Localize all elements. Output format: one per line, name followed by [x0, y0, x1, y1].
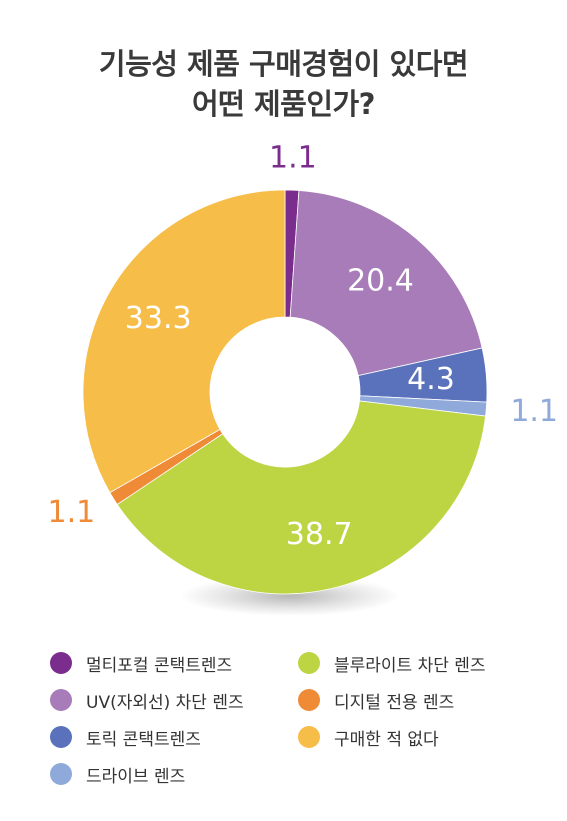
donut-value-labels: 1.1 20.4 4.3 1.1 38.7 1.1 33.3 [47, 141, 558, 552]
donut-slice [289, 190, 483, 377]
chart-title-line-2: 어떤 제품인가? [192, 87, 376, 121]
legend-swatch [50, 689, 72, 711]
legend-label: 드라이브 렌즈 [86, 766, 186, 787]
donut-value-label: 20.4 [347, 263, 414, 298]
donut-value-label: 33.3 [125, 301, 192, 336]
donut-slices [82, 189, 488, 595]
legend-item: 멀티포컬 콘택트렌즈 [50, 650, 232, 676]
legend-item: 구매한 적 없다 [298, 724, 439, 750]
legend-item: 토릭 콘택트렌즈 [50, 724, 201, 750]
legend-item: UV(자외선) 차단 렌즈 [50, 687, 244, 713]
donut-chart: 1.1 20.4 4.3 1.1 38.7 1.1 33.3 [47, 141, 558, 616]
donut-value-label: 1.1 [47, 495, 95, 530]
legend-label: UV(자외선) 차단 렌즈 [86, 692, 244, 713]
legend-swatch [50, 726, 72, 748]
legend-swatch [298, 726, 320, 748]
legend-item: 드라이브 렌즈 [50, 761, 185, 787]
donut-hole [210, 317, 360, 467]
donut-value-label: 1.1 [510, 394, 558, 429]
legend-label: 구매한 적 없다 [334, 729, 439, 750]
legend-swatch [298, 689, 320, 711]
legend-swatch [50, 652, 72, 674]
donut-value-label: 38.7 [286, 517, 353, 552]
legend-label: 디지털 전용 렌즈 [334, 692, 455, 713]
legend-swatch [50, 763, 72, 785]
legend-label: 토릭 콘택트렌즈 [86, 729, 201, 750]
legend-item: 블루라이트 차단 렌즈 [298, 650, 486, 676]
chart-title-line-1: 기능성 제품 구매경험이 있다면 [98, 47, 469, 81]
legend-label: 멀티포컬 콘택트렌즈 [86, 655, 233, 676]
legend-item: 디지털 전용 렌즈 [298, 687, 454, 713]
legend-swatch [298, 652, 320, 674]
legend-label: 블루라이트 차단 렌즈 [334, 655, 486, 676]
chart-title: 기능성 제품 구매경험이 있다면 어떤 제품인가? [0, 44, 567, 124]
donut-value-label: 1.1 [269, 141, 317, 176]
donut-value-label: 4.3 [407, 362, 455, 397]
